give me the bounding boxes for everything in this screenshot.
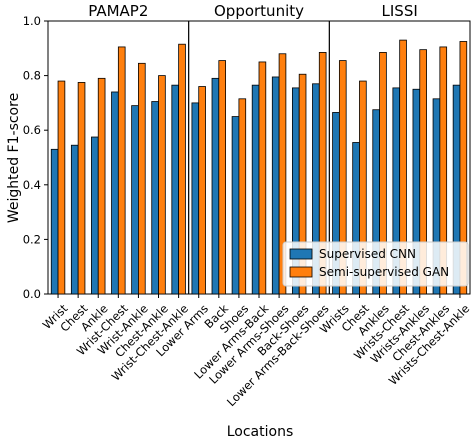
- bar-supervised-cnn: [171, 84, 180, 295]
- bar-semi-supervised-gan: [77, 82, 86, 295]
- bar-semi-supervised-gan: [459, 41, 468, 295]
- bar-supervised-cnn: [91, 136, 99, 295]
- bar-semi-supervised-gan: [318, 51, 327, 295]
- bar-marks: [50, 39, 468, 295]
- legend-swatch: [289, 248, 313, 260]
- bar-supervised-cnn: [211, 77, 220, 295]
- bar-semi-supervised-gan: [238, 98, 247, 295]
- y-tick-label: 0.6: [23, 123, 41, 137]
- legend-swatch: [289, 266, 313, 278]
- bar-semi-supervised-gan: [419, 49, 427, 295]
- legend-entry: Supervised CNN: [319, 247, 416, 261]
- bar-semi-supervised-gan: [158, 75, 166, 295]
- legend: Supervised CNN Semi-supervised GAN: [282, 241, 469, 287]
- bar-semi-supervised-gan: [218, 60, 227, 295]
- y-tick-label: 0.2: [23, 232, 41, 246]
- bar-supervised-cnn: [191, 102, 200, 295]
- bar-supervised-cnn: [231, 116, 240, 295]
- bar-semi-supervised-gan: [399, 39, 407, 295]
- bar-supervised-cnn: [151, 101, 159, 295]
- bar-semi-supervised-gan: [439, 46, 448, 295]
- bar-supervised-cnn: [131, 105, 139, 295]
- x-axis-label: Locations: [227, 424, 294, 440]
- y-tick-label: 0.8: [23, 69, 41, 83]
- y-tick-label: 0.0: [23, 287, 41, 301]
- bar-semi-supervised-gan: [338, 60, 347, 295]
- bar-semi-supervised-gan: [379, 51, 387, 295]
- bar-semi-supervised-gan: [57, 80, 66, 295]
- x-axis: WristChestAnkleWrist-ChestWrist-AnkleChe…: [40, 294, 472, 409]
- bar-semi-supervised-gan: [359, 80, 367, 295]
- bar-semi-supervised-gan: [97, 77, 106, 295]
- y-axis: 0.0 0.2 0.4 0.6 0.8 1.0: [23, 14, 48, 301]
- bar-supervised-cnn: [70, 144, 79, 295]
- y-tick-label: 1.0: [23, 14, 41, 28]
- bar-semi-supervised-gan: [258, 61, 267, 295]
- legend-entry: Semi-supervised GAN: [319, 265, 449, 279]
- bar-supervised-cnn: [50, 148, 59, 295]
- bar-semi-supervised-gan: [198, 86, 206, 295]
- group-title: LISSI: [382, 2, 418, 20]
- bar-semi-supervised-gan: [178, 43, 186, 295]
- legend-box: [282, 241, 469, 287]
- bar-semi-supervised-gan: [138, 62, 146, 295]
- y-axis-label: Weighted F1-score: [6, 93, 22, 223]
- bar-semi-supervised-gan: [278, 53, 287, 295]
- y-tick-label: 0.4: [23, 178, 41, 192]
- group-title: PAMAP2: [88, 2, 148, 20]
- bar-semi-supervised-gan: [298, 73, 307, 295]
- bar-semi-supervised-gan: [117, 46, 126, 295]
- bar-supervised-cnn: [251, 84, 260, 295]
- group-title: Opportunity: [214, 2, 304, 20]
- bar-supervised-cnn: [271, 76, 280, 295]
- bar-supervised-cnn: [111, 91, 119, 295]
